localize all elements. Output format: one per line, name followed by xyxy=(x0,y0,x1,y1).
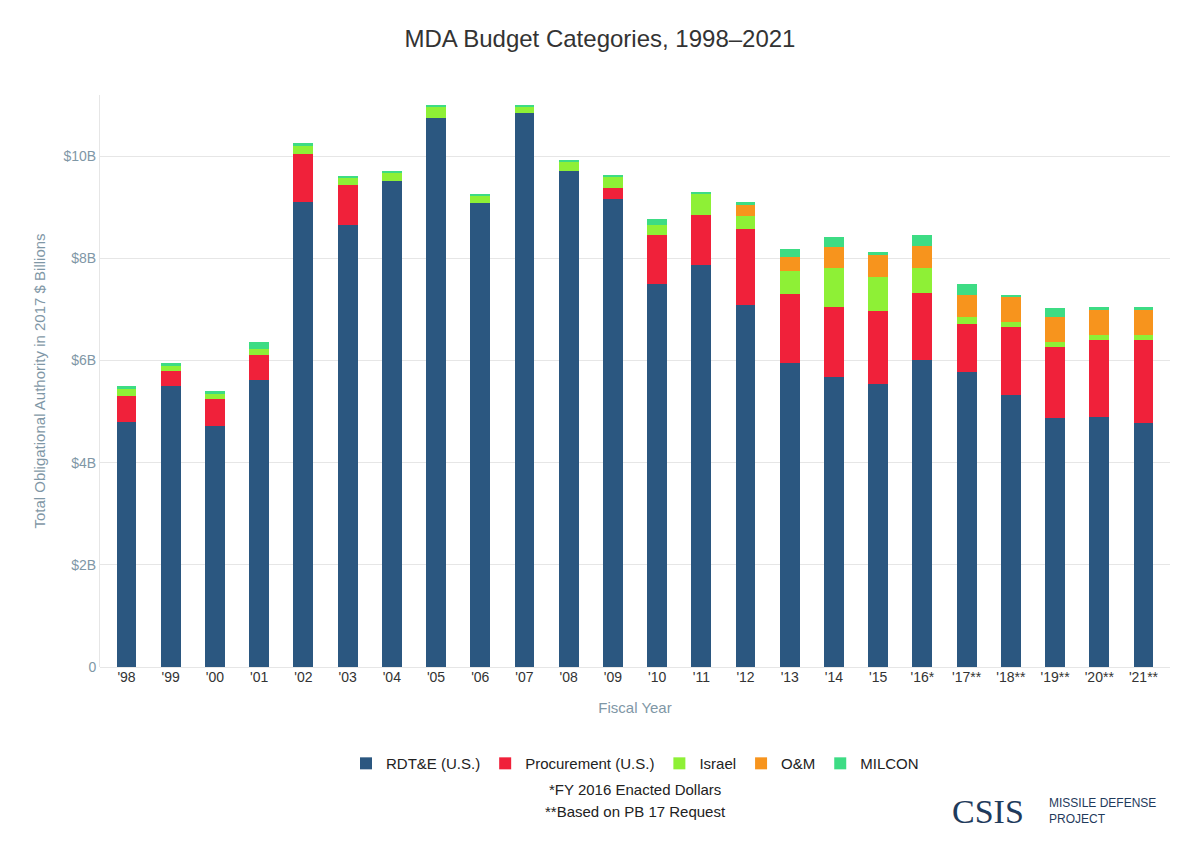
svg-text:MILCON: MILCON xyxy=(860,755,918,772)
svg-text:0: 0 xyxy=(88,659,96,675)
svg-text:'11: '11 xyxy=(693,669,710,685)
svg-text:'98: '98 xyxy=(117,669,135,685)
svg-text:'06: '06 xyxy=(471,669,489,685)
svg-text:Procurement (U.S.): Procurement (U.S.) xyxy=(525,755,654,772)
svg-text:'13: '13 xyxy=(781,669,799,685)
svg-text:'00: '00 xyxy=(206,669,224,685)
svg-text:'05: '05 xyxy=(427,669,445,685)
svg-text:$10B: $10B xyxy=(63,148,96,164)
svg-text:*FY 2016 Enacted Dollars: *FY 2016 Enacted Dollars xyxy=(549,781,721,798)
svg-text:$2B: $2B xyxy=(71,557,96,573)
svg-text:'08: '08 xyxy=(560,669,578,685)
svg-text:Fiscal Year: Fiscal Year xyxy=(598,699,671,716)
svg-text:'15: '15 xyxy=(869,669,887,685)
svg-text:'99: '99 xyxy=(162,669,180,685)
svg-text:$8B: $8B xyxy=(71,250,96,266)
svg-text:'12: '12 xyxy=(736,669,754,685)
svg-text:'10: '10 xyxy=(648,669,666,685)
svg-text:Total Obligational Authority i: Total Obligational Authority in 2017 $ B… xyxy=(31,233,48,528)
svg-text:'03: '03 xyxy=(338,669,356,685)
svg-text:O&M: O&M xyxy=(781,755,815,772)
svg-text:'07: '07 xyxy=(515,669,533,685)
svg-text:'04: '04 xyxy=(383,669,401,685)
svg-text:$6B: $6B xyxy=(71,352,96,368)
svg-text:'09: '09 xyxy=(604,669,622,685)
svg-text:MISSILE DEFENSEPROJECT: MISSILE DEFENSEPROJECT xyxy=(1049,796,1156,826)
svg-text:'01: '01 xyxy=(250,669,268,685)
svg-text:'18**: '18** xyxy=(996,669,1026,685)
svg-text:'19**: '19** xyxy=(1040,669,1070,685)
svg-text:$4B: $4B xyxy=(71,455,96,471)
svg-text:MDA Budget Categories, 1998–20: MDA Budget Categories, 1998–2021 xyxy=(405,25,796,52)
svg-text:'14: '14 xyxy=(825,669,843,685)
svg-text:**Based on PB 17 Request: **Based on PB 17 Request xyxy=(545,803,726,820)
svg-text:CSIS: CSIS xyxy=(952,793,1024,830)
svg-text:Israel: Israel xyxy=(699,755,736,772)
svg-text:RDT&E (U.S.): RDT&E (U.S.) xyxy=(386,755,480,772)
svg-text:'21**: '21** xyxy=(1129,669,1159,685)
svg-text:'02: '02 xyxy=(294,669,312,685)
svg-text:'16*: '16* xyxy=(911,669,935,685)
svg-text:'17**: '17** xyxy=(952,669,982,685)
svg-text:'20**: '20** xyxy=(1085,669,1115,685)
